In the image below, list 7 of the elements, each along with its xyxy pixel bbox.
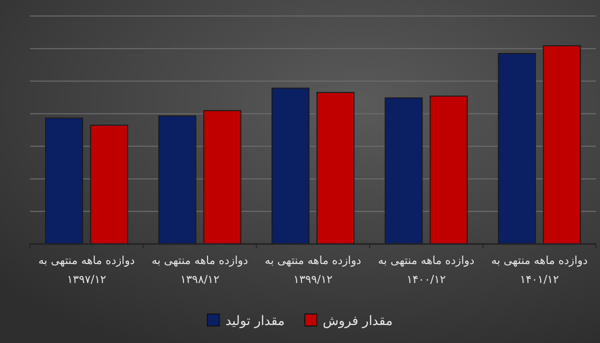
x-tick-label: دوازده ماهه منتهی به ۱۴۰۱/۱۲ (491, 254, 588, 286)
x-tick-label: دوازده ماهه منتهی به ۱۳۹۷/۱۲ (38, 254, 135, 286)
x-tick-label: دوازده ماهه منتهی به ۱۳۹۸/۱۲ (152, 254, 248, 286)
legend-label: مقدار تولید (225, 314, 285, 329)
x-tick-label: دوازده ماهه منتهی به ۱۴۰۰/۱۲ (378, 254, 474, 286)
legend-label: مقدار فروش (322, 314, 393, 329)
x-tick-label: دوازده ماهه منتهی به ۱۳۹۹/۱۲ (264, 254, 362, 286)
